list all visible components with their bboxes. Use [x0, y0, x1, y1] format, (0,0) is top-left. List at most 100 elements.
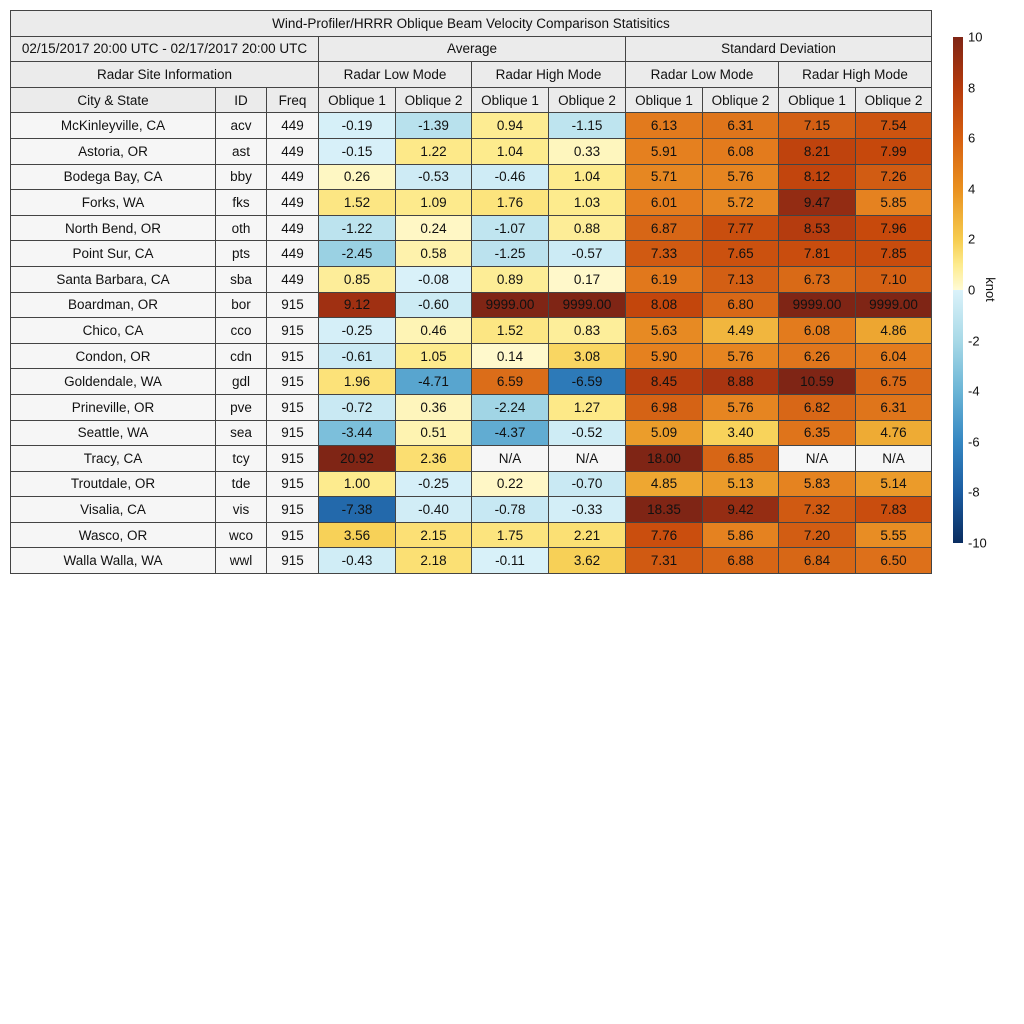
value-cell: 4.49 — [702, 317, 779, 344]
table-row: Santa Barbara, CA sba 449 0.85 -0.08 0.89 0.17… — [10, 265, 932, 293]
value-cell: 0.14 — [471, 342, 549, 370]
value-cell: 2.36 — [395, 445, 472, 472]
colorbar-tick: 0 — [968, 282, 976, 298]
value-cell: 1.09 — [395, 189, 472, 216]
value-cell: 7.13 — [702, 265, 779, 293]
value-cell: -2.45 — [318, 240, 396, 267]
table-row: Wasco, OR wco 915 3.56 2.15 1.75 2.21 7.76 5.86 7… — [10, 521, 932, 549]
value-cell: -0.70 — [548, 470, 626, 498]
value-cell: 5.90 — [625, 342, 703, 370]
site-id: fks — [215, 189, 267, 216]
site-city: Chico, CA — [10, 317, 216, 344]
value-cell: -0.72 — [318, 393, 396, 421]
value-cell: 5.72 — [702, 189, 779, 216]
colorbar-tick: -8 — [968, 484, 980, 500]
value-cell: 8.08 — [625, 291, 703, 319]
value-cell: 8.53 — [778, 214, 856, 242]
value-cell: 5.76 — [702, 393, 779, 421]
site-id: gdl — [215, 368, 267, 395]
value-cell: -0.15 — [318, 137, 396, 165]
value-cell: -0.46 — [471, 163, 549, 191]
value-cell: 9999.00 — [855, 291, 932, 319]
column-header-oblique: Oblique 2 — [702, 86, 779, 114]
site-city: Goldendale, WA — [10, 368, 216, 395]
table-row: Point Sur, CA pts 449 -2.45 0.58 -1.25 -0.57 7.… — [10, 240, 932, 267]
site-id: sba — [215, 265, 267, 293]
value-cell: 5.76 — [702, 163, 779, 191]
value-cell: 9.47 — [778, 189, 856, 216]
site-city: Santa Barbara, CA — [10, 265, 216, 293]
site-city: McKinleyville, CA — [10, 112, 216, 139]
value-cell: 6.13 — [625, 112, 703, 139]
value-cell: -0.08 — [395, 265, 472, 293]
value-cell: -1.07 — [471, 214, 549, 242]
value-cell: 6.85 — [702, 445, 779, 472]
site-freq: 449 — [266, 214, 319, 242]
colorbar-tick: 4 — [968, 181, 976, 197]
value-cell: 18.00 — [625, 445, 703, 472]
site-city: Seattle, WA — [10, 419, 216, 447]
table-row: Bodega Bay, CA bby 449 0.26 -0.53 -0.46 1.04 5.… — [10, 163, 932, 191]
value-cell: 1.04 — [471, 137, 549, 165]
value-cell: 7.33 — [625, 240, 703, 267]
site-city: Bodega Bay, CA — [10, 163, 216, 191]
value-cell: 6.31 — [855, 393, 932, 421]
column-header-oblique: Oblique 2 — [548, 86, 626, 114]
mode-header: Radar Low Mode — [625, 61, 779, 88]
table-row: Tracy, CA tcy 915 20.92 2.36 N/A N/A 18.00 6.85 N… — [10, 445, 932, 472]
comparison-table: Wind-Profiler/HRRR Oblique Beam Velocity… — [10, 10, 932, 575]
value-cell: 9999.00 — [548, 291, 626, 319]
column-header-city: City & State — [10, 86, 216, 114]
value-cell: 1.75 — [471, 521, 549, 549]
value-cell: 7.81 — [778, 240, 856, 267]
value-cell: -0.61 — [318, 342, 396, 370]
site-id: vis — [215, 496, 267, 523]
value-cell: 1.52 — [471, 317, 549, 344]
site-id: tcy — [215, 445, 267, 472]
table-row: Visalia, CA vis 915 -7.38 -0.40 -0.78 -0.33 18.… — [10, 496, 932, 523]
site-info-header: Radar Site Information — [10, 61, 319, 88]
value-cell: 8.12 — [778, 163, 856, 191]
value-cell: 6.50 — [855, 547, 932, 575]
value-cell: 4.85 — [625, 470, 703, 498]
value-cell: 8.45 — [625, 368, 703, 395]
table-row: Seattle, WA sea 915 -3.44 0.51 -4.37 -0.52 5.09… — [10, 419, 932, 447]
value-cell: -0.53 — [395, 163, 472, 191]
value-cell: 0.89 — [471, 265, 549, 293]
value-cell: -0.60 — [395, 291, 472, 319]
value-cell: 1.76 — [471, 189, 549, 216]
value-cell: 6.08 — [778, 317, 856, 344]
value-cell: 6.73 — [778, 265, 856, 293]
value-cell: -0.78 — [471, 496, 549, 523]
value-cell: 0.24 — [395, 214, 472, 242]
value-cell: 0.36 — [395, 393, 472, 421]
value-cell: -2.24 — [471, 393, 549, 421]
value-cell: -0.40 — [395, 496, 472, 523]
value-cell: 7.26 — [855, 163, 932, 191]
site-freq: 449 — [266, 189, 319, 216]
table-row: Goldendale, WA gdl 915 1.96 -4.71 6.59 -6.59 8.… — [10, 368, 932, 395]
site-id: pve — [215, 393, 267, 421]
table-title: Wind-Profiler/HRRR Oblique Beam Velocity… — [10, 10, 932, 37]
table-row: Condon, OR cdn 915 -0.61 1.05 0.14 3.08 5.90 5.7… — [10, 342, 932, 370]
colorbar-tick: 10 — [968, 29, 983, 45]
colorbar-tick: 8 — [968, 80, 976, 96]
value-cell: 7.96 — [855, 214, 932, 242]
value-cell: 6.75 — [855, 368, 932, 395]
value-cell: 5.91 — [625, 137, 703, 165]
value-cell: 5.63 — [625, 317, 703, 344]
site-id: wwl — [215, 547, 267, 575]
site-city: Condon, OR — [10, 342, 216, 370]
site-city: Boardman, OR — [10, 291, 216, 319]
value-cell: 2.21 — [548, 521, 626, 549]
site-city: Astoria, OR — [10, 137, 216, 165]
site-city: Troutdale, OR — [10, 470, 216, 498]
value-cell: 1.52 — [318, 189, 396, 216]
column-header-oblique: Oblique 1 — [471, 86, 549, 114]
value-cell: 1.00 — [318, 470, 396, 498]
value-cell: 0.94 — [471, 112, 549, 139]
value-cell: 5.71 — [625, 163, 703, 191]
value-cell: 7.15 — [778, 112, 856, 139]
column-header-id: ID — [215, 86, 267, 114]
table-row: Walla Walla, WA wwl 915 -0.43 2.18 -0.11 3.62 7… — [10, 547, 932, 575]
